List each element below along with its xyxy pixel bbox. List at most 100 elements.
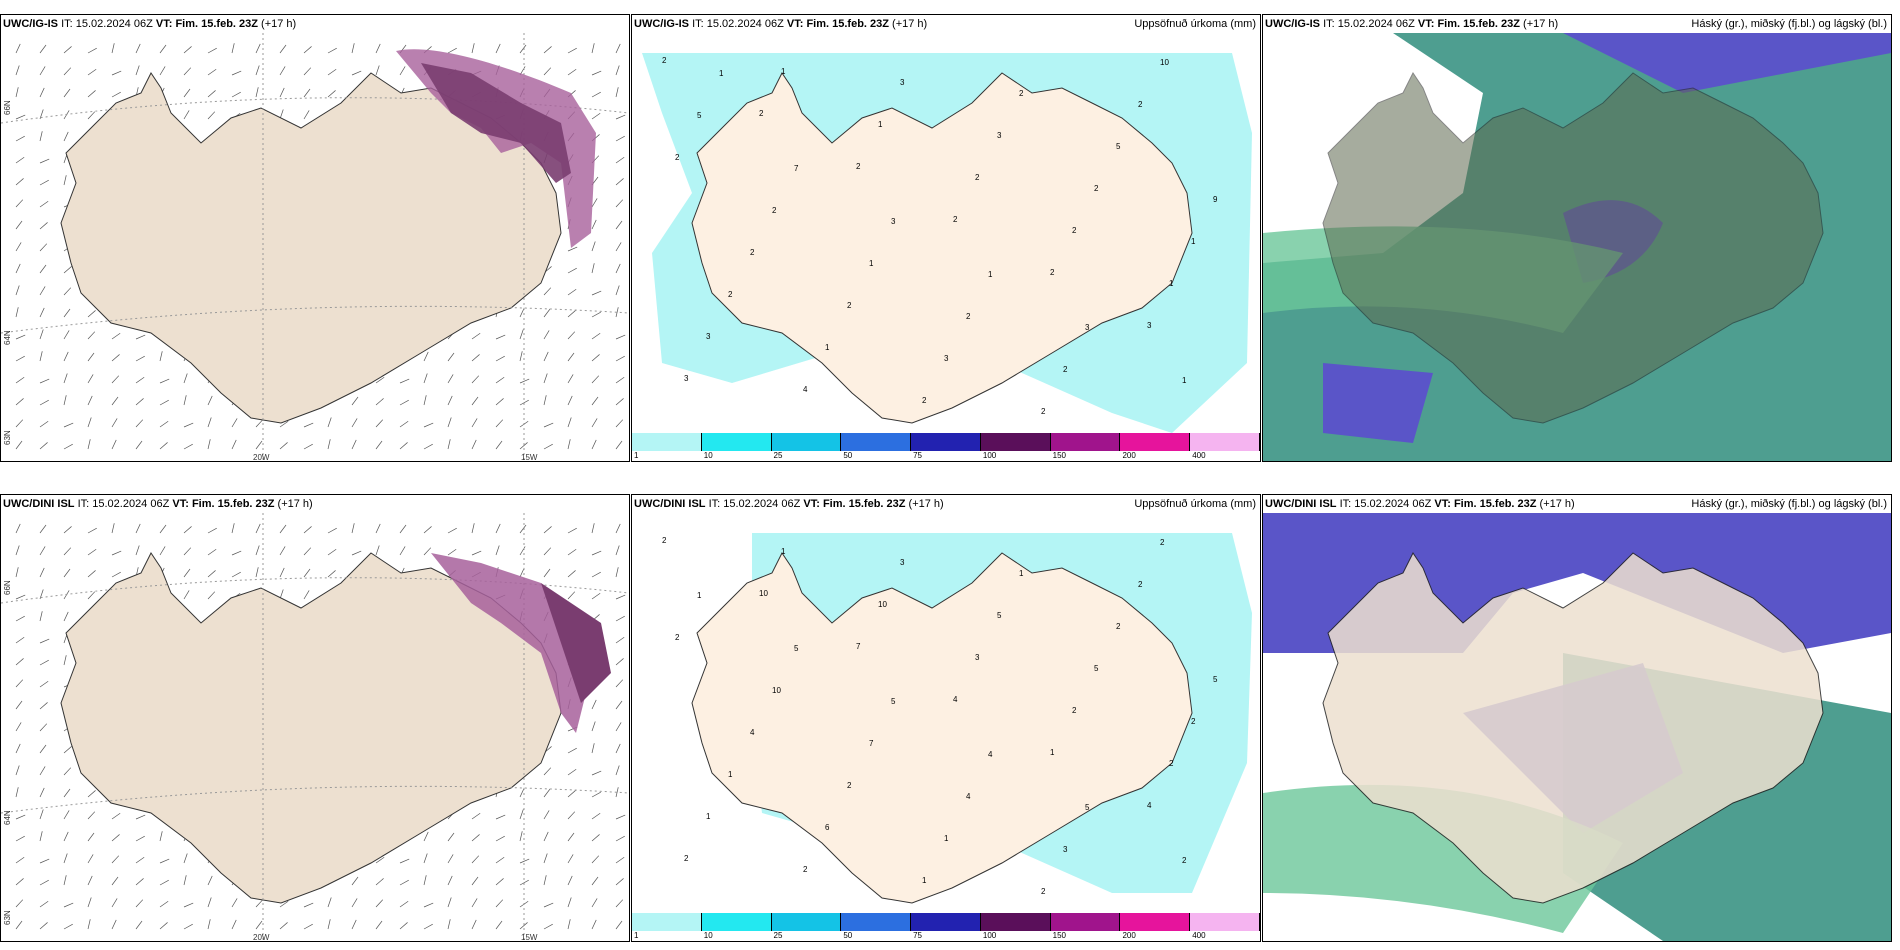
precip-value: 2 — [847, 781, 852, 790]
precip-value: 2 — [1041, 887, 1046, 896]
wind-barb — [15, 899, 24, 908]
wind-barb — [567, 919, 571, 930]
precip-value: 4 — [803, 385, 808, 394]
wind-barb — [567, 288, 577, 296]
wind-barb — [63, 568, 71, 578]
wind-barb — [255, 920, 263, 930]
wind-barb — [543, 788, 551, 798]
wind-barb — [63, 373, 68, 384]
wind-barb — [135, 398, 144, 406]
wind-barb — [375, 856, 385, 864]
wind-barb — [543, 875, 547, 886]
wind-barb — [135, 856, 145, 864]
wind-barb — [591, 571, 601, 578]
wind-barb — [159, 66, 166, 76]
wind-barb — [15, 398, 24, 406]
wind-barb — [519, 44, 527, 54]
wind-barb — [135, 65, 140, 76]
colorbar-label: 25 — [773, 451, 783, 460]
wind-barb — [87, 374, 94, 384]
wind-barb — [15, 199, 24, 208]
wind-barb — [39, 87, 45, 98]
wind-barb — [111, 439, 117, 450]
wind-barb — [15, 242, 22, 252]
wind-barb — [15, 523, 21, 534]
precip-value: 3 — [1063, 845, 1068, 854]
wind-barb — [15, 878, 24, 886]
wind-barb — [159, 524, 167, 534]
wind-barb — [471, 439, 477, 450]
wind-barb — [15, 114, 26, 120]
wind-barb — [519, 831, 523, 842]
wind-barb — [591, 523, 595, 534]
wind-barb — [375, 376, 385, 384]
wind-barb — [63, 287, 72, 296]
wind-barb — [15, 135, 25, 142]
wind-barb — [471, 876, 479, 886]
wind-barb — [543, 395, 547, 406]
wind-barb — [543, 810, 550, 820]
wind-barb — [279, 922, 288, 930]
wind-barb — [351, 523, 355, 534]
precip-value: 3 — [706, 332, 711, 341]
wind-barb — [87, 395, 93, 406]
wind-barb — [567, 246, 578, 252]
precip-value: 3 — [900, 78, 905, 87]
wind-barb — [111, 375, 120, 384]
wind-barb — [615, 376, 625, 384]
wind-barb — [351, 70, 362, 76]
wind-barb — [447, 854, 454, 864]
wind-barb — [87, 790, 96, 798]
wind-barb — [87, 47, 97, 54]
wind-barb — [471, 855, 480, 864]
colorbar-segment — [980, 913, 1051, 931]
precip-value: 7 — [794, 164, 799, 173]
wind-barb — [543, 351, 549, 362]
wind-barb — [15, 856, 25, 864]
wind-barb — [207, 919, 211, 930]
wind-barb — [39, 858, 50, 864]
wind-barb — [207, 68, 217, 76]
wind-barb — [255, 43, 261, 54]
precip-value: 5 — [1213, 675, 1218, 684]
colorbar-label: 10 — [703, 931, 713, 940]
lon-label: 15W — [521, 453, 538, 462]
wind-barb — [255, 440, 263, 450]
wind-barb — [39, 109, 44, 120]
wind-barb — [519, 858, 530, 864]
lat-label: 63N — [3, 910, 12, 925]
colorbar-segment — [1120, 433, 1191, 451]
wind-barb — [351, 396, 359, 406]
wind-barb — [279, 66, 286, 76]
wind-barb — [207, 875, 213, 886]
precip-value: 3 — [900, 558, 905, 567]
wind-barb — [15, 334, 26, 340]
precip-value: 3 — [975, 653, 980, 662]
wind-barb — [207, 47, 217, 54]
wind-barb — [375, 545, 380, 556]
wind-barb — [495, 545, 500, 556]
wind-barb — [63, 351, 69, 362]
wind-barb — [207, 570, 216, 578]
wind-barb — [327, 47, 337, 54]
precip-map: 2 2 2 2 2 3 3 1 1 2 2 1 3 4 3 3 2 1 2 1 2 2 5 9 2 2 3 2 2 2 2 1 2 2 10 5 7 3 1… — [642, 53, 1252, 433]
wind-barb — [591, 219, 597, 230]
wind-barb — [399, 66, 406, 76]
clouds-panel-top: UWC/IG-IS IT: 15.02.2024 06Z VT: Fim. 15… — [1262, 14, 1892, 462]
precip-value: 4 — [750, 728, 755, 737]
precip-value: 1 — [1191, 237, 1196, 246]
wind-barb — [159, 900, 169, 908]
wind-barb — [87, 90, 96, 98]
wind-barb — [591, 112, 601, 120]
wind-barb — [231, 439, 237, 450]
precip-value: 2 — [953, 215, 958, 224]
wind-barb — [39, 264, 47, 274]
wind-barb — [159, 351, 163, 362]
wind-barb — [399, 524, 407, 534]
precip-value: 3 — [1147, 321, 1152, 330]
wind-barb — [615, 722, 622, 732]
wind-barb — [591, 43, 595, 54]
wind-barb — [135, 899, 144, 908]
wind-barb — [351, 898, 358, 908]
colorbar-label: 1 — [634, 931, 639, 940]
